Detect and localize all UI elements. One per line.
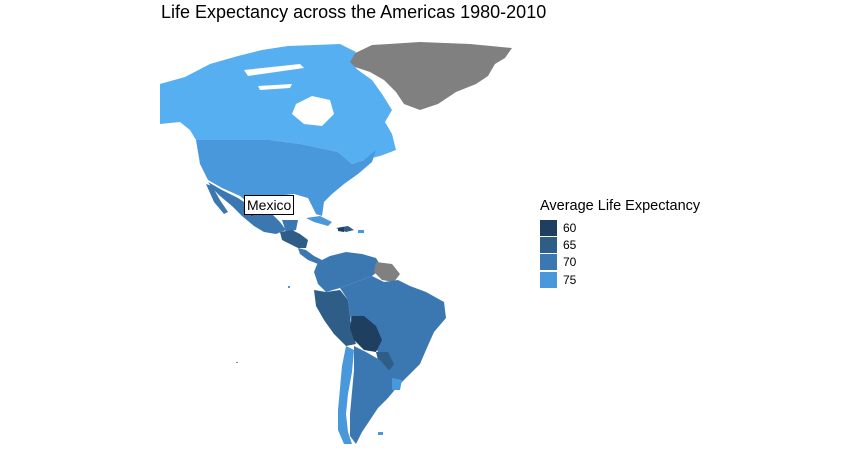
region-uruguay [392,378,402,390]
legend-item: 75 [540,271,700,288]
legend-swatch [540,254,557,271]
mexico-label: Mexico [244,195,295,215]
region-central-america [280,230,308,248]
region-venezuela-colombia [314,252,382,292]
legend-item: 70 [540,254,700,271]
legend: Average Life Expectancy 60 65 70 75 [540,198,700,288]
legend-label: 60 [563,220,577,235]
region-guianas [374,262,400,282]
region-usa [196,140,376,216]
region-hawaii [288,286,290,288]
region-cuba [306,216,332,226]
legend-label: 75 [563,272,577,287]
legend-swatch [540,236,557,253]
region-puerto-rico [358,230,364,233]
water-hudson-bay [292,96,334,126]
water-arctic-channel [258,84,292,90]
legend-swatch [540,219,557,236]
chart-title: Life Expectancy across the Americas 1980… [161,2,547,22]
region-haiti [338,227,344,232]
region-falklands [378,432,383,435]
region-greenland [345,42,512,110]
region-brazil [340,276,446,384]
region-chile [338,346,354,444]
region-canada [160,44,396,164]
region-galapagos [236,362,238,363]
legend-label: 70 [563,255,577,270]
region-central-america-south [298,248,322,264]
region-baja-california [206,184,228,214]
legend-label: 65 [563,237,577,252]
legend-title: Average Life Expectancy [540,198,701,214]
region-argentina [350,346,398,444]
water-arctic-channel [244,64,304,76]
legend-item: 65 [540,236,700,253]
region-hispaniola [336,226,354,232]
region-peru-ecuador [314,290,356,346]
region-alaska [160,78,194,124]
region-bolivia [350,316,382,352]
legend-swatch [540,271,557,288]
region-yucatan [282,220,298,232]
legend-item: 60 [540,219,700,236]
